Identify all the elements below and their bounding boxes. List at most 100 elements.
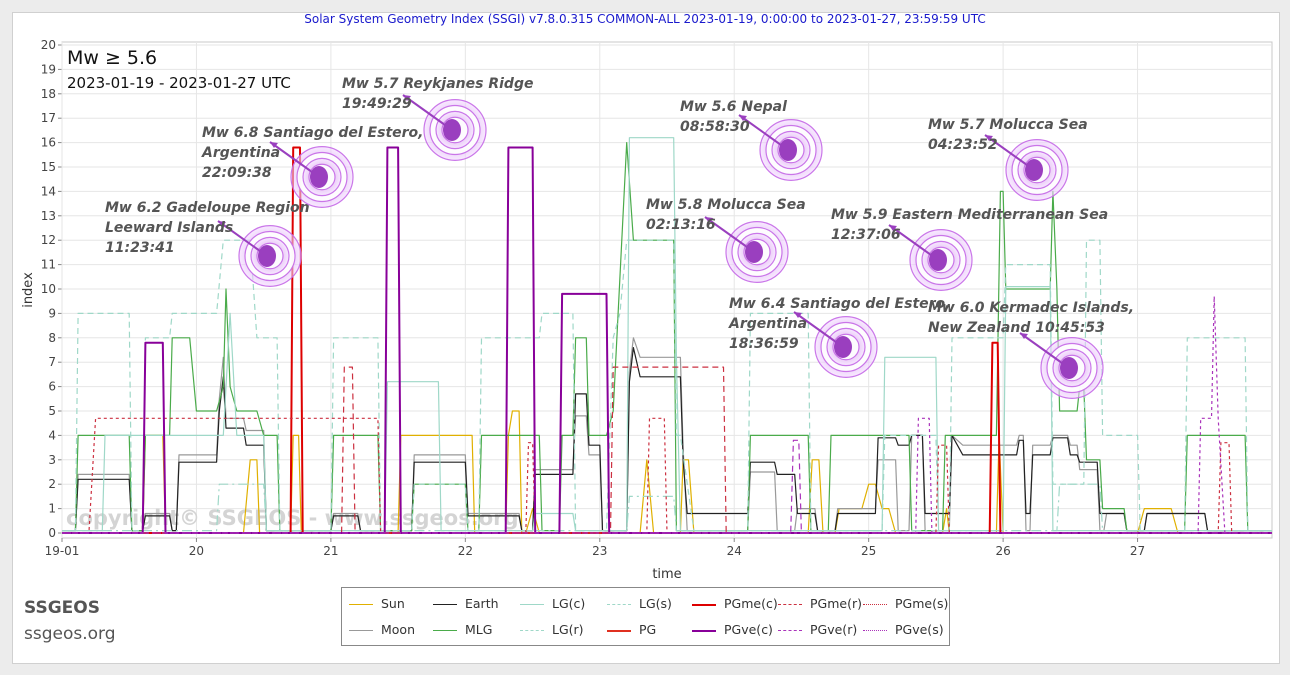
x-axis-label: time <box>652 567 681 582</box>
quake-arrow-head <box>218 221 226 227</box>
y-tick-label: 20 <box>41 38 56 52</box>
x-tick-label: 25 <box>861 544 876 558</box>
quake-label: 11:23:41 <box>105 240 175 256</box>
series-group <box>62 137 1272 534</box>
earthquake-annotation: Mw 6.2 Gadeloupe Region Leeward Islands 11… <box>105 200 310 287</box>
quake-label: Leeward Islands <box>105 220 233 236</box>
quake-label: 02:13:16 <box>646 217 716 233</box>
chart-subtitle: 2023-01-19 - 2023-01-27 UTC <box>67 74 291 92</box>
y-tick-label: 4 <box>48 428 56 442</box>
quake-label: 18:36:59 <box>729 336 799 352</box>
earthquake-annotation: Mw 5.6 Nepal 08:58:30 <box>680 99 823 181</box>
chart-legend: Sun Earth LG(c) LG(s) PGme(c) PGme(r) PGme(s) M… <box>341 587 950 646</box>
quake-arrow <box>738 114 782 146</box>
quake-marker-icon <box>929 249 947 271</box>
legend-swatch <box>778 604 802 605</box>
quake-label: New Zealand 10:45:53 <box>928 320 1105 336</box>
x-tick-label: 23 <box>592 544 607 558</box>
series-line-pgve-r <box>62 439 1272 534</box>
y-axis-label: index <box>21 272 36 308</box>
quake-marker-icon <box>310 166 328 188</box>
x-tick-label: 27 <box>1130 544 1145 558</box>
y-tick-label: 2 <box>48 477 56 491</box>
y-tick-label: 13 <box>41 209 56 223</box>
quake-marker-icon <box>1025 159 1043 181</box>
series-line-pgve-s <box>62 295 1272 534</box>
x-tick-label: 22 <box>458 544 473 558</box>
quake-label: Argentina <box>728 316 807 332</box>
legend-label: MLG <box>465 622 493 637</box>
legend-swatch <box>520 630 544 631</box>
y-tick-label: 7 <box>48 355 56 369</box>
brand-site: ssgeos.org <box>24 624 116 644</box>
legend-label: PGme(s) <box>895 596 949 611</box>
earthquake-annotation: Mw 6.8 Santiago del Estero, Argentina 22:0… <box>201 125 423 208</box>
quake-marker-icon <box>258 245 276 267</box>
y-tick-label: 5 <box>48 404 56 418</box>
quake-marker-icon <box>745 241 763 263</box>
y-tick-label: 3 <box>48 453 56 467</box>
earthquake-annotation: Mw 5.7 Reykjanes Ridge 19:49:29 <box>342 76 533 161</box>
quake-label: 19:49:29 <box>342 96 412 112</box>
x-tick-label: 24 <box>727 544 742 558</box>
quake-label: 04:23:52 <box>928 137 998 153</box>
legend-label: PGme(c) <box>724 596 778 611</box>
quake-arrow <box>1019 332 1063 364</box>
y-tick-label: 6 <box>48 380 56 394</box>
legend-label: LG(c) <box>552 596 586 611</box>
legend-label: PGve(s) <box>895 622 944 637</box>
legend-label: Earth <box>465 596 499 611</box>
y-tick-label: 11 <box>41 258 56 272</box>
quake-label: Mw 6.2 Gadeloupe Region <box>105 200 310 216</box>
legend-label: LG(r) <box>552 622 584 637</box>
earthquake-annotation: Mw 5.9 Eastern Mediterranean Sea 12:37:06 <box>831 207 1108 291</box>
quake-arrow-head <box>985 135 993 141</box>
quake-label: Argentina <box>201 145 280 161</box>
quake-arrow-head <box>1020 333 1028 339</box>
legend-swatch <box>349 630 373 631</box>
series-line-lg-r <box>62 483 1272 532</box>
earthquake-annotation: Mw 6.4 Santiago del Estero, Argentina 18:3… <box>728 296 950 378</box>
quake-arrow <box>704 216 748 248</box>
legend-swatch <box>349 604 373 605</box>
quake-arrow <box>217 220 261 252</box>
legend-swatch <box>607 604 631 605</box>
quake-arrow <box>402 94 446 126</box>
y-tick-label: 16 <box>41 136 56 150</box>
quake-arrow-head <box>270 142 278 148</box>
chart-title: Mw ≥ 5.6 <box>67 47 157 69</box>
legend-label: Sun <box>381 596 405 611</box>
series-line-pgme-r <box>62 366 1272 534</box>
quake-label: Mw 5.6 Nepal <box>680 99 787 115</box>
earthquake-annotation: Mw 6.0 Kermadec Islands, New Zealand 10:4… <box>928 300 1134 399</box>
y-tick-label: 10 <box>41 282 56 296</box>
quake-label: Mw 5.9 Eastern Mediterranean Sea <box>831 207 1108 223</box>
legend-swatch <box>433 630 457 631</box>
quake-arrow-head <box>739 115 747 121</box>
quake-arrow-head <box>403 95 411 101</box>
brand-name: SSGEOS <box>24 598 100 618</box>
legend-swatch <box>607 630 631 632</box>
legend-label: PG <box>639 622 657 637</box>
plot-area <box>61 41 1273 539</box>
x-tick-label: 19-01 <box>45 544 80 558</box>
y-tick-label: 12 <box>41 233 56 247</box>
legend-label: Moon <box>381 622 416 637</box>
y-tick-label: 18 <box>41 87 56 101</box>
quake-marker-icon <box>443 119 461 141</box>
quake-label: Mw 6.8 Santiago del Estero, <box>202 125 423 141</box>
legend-label: LG(s) <box>639 596 672 611</box>
legend-swatch <box>863 604 887 605</box>
quake-label: Mw 5.7 Molucca Sea <box>928 117 1088 133</box>
quake-label: Mw 6.4 Santiago del Estero, <box>729 296 950 312</box>
watermark: copyright© SSGEOS - www.ssgeos.org <box>66 506 519 530</box>
x-tick-label: 21 <box>323 544 338 558</box>
legend-label: PGve(c) <box>724 622 773 637</box>
y-tick-label: 0 <box>48 526 56 540</box>
quake-arrow <box>984 134 1028 166</box>
legend-swatch <box>778 630 802 631</box>
quake-arrow-head <box>794 312 802 318</box>
legend-label: PGme(r) <box>810 596 862 611</box>
legend-label: PGve(r) <box>810 622 858 637</box>
